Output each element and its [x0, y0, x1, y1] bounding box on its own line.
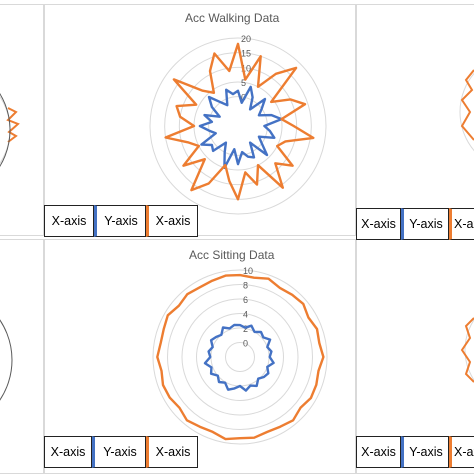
tick-label: 2	[243, 324, 248, 334]
series-line	[460, 317, 474, 383]
panel-top-middle: Acc Walking Data	[44, 4, 356, 236]
legend-item-y: Y-axis	[401, 208, 449, 240]
legend-item-x2: X-axis	[449, 208, 474, 240]
tick-label: 8	[243, 281, 248, 291]
grid-circle	[0, 95, 11, 165]
legend-item-y: Y-axis	[92, 436, 146, 468]
legend-item-x: X-axis	[356, 208, 401, 240]
tick-label: 10	[243, 266, 253, 276]
legend-top-right: X-axis Y-axis X-axis	[356, 208, 474, 240]
legend-sitting: X-axis Y-axis X-axis	[44, 436, 198, 468]
axis-ring	[0, 93, 11, 167]
legend-item-y: Y-axis	[94, 205, 146, 237]
grid-circle	[152, 269, 328, 445]
tick-label: 6	[243, 295, 248, 305]
grid-circle	[178, 66, 298, 186]
grid-circle	[149, 37, 327, 215]
panel-bottom-right	[356, 239, 474, 474]
grid-circle	[181, 298, 299, 416]
legend-item-x2: X-axis	[146, 436, 198, 468]
legend-item-x: X-axis	[44, 205, 94, 237]
legend-item-x2: X-axis	[449, 436, 474, 468]
chart-title-walking: Acc Walking Data	[185, 11, 280, 25]
tick-label: 4	[243, 310, 248, 320]
series-line	[156, 273, 325, 441]
panel-bottom-left	[0, 239, 44, 474]
tick-label: 15	[241, 49, 251, 59]
tick-label: 10	[241, 63, 251, 73]
legend-walking: X-axis Y-axis X-axis	[44, 205, 198, 237]
chart-title-sitting: Acc Sitting Data	[189, 248, 275, 262]
tick-label: 20	[241, 34, 251, 44]
axis-ring	[0, 319, 13, 401]
series-line	[198, 85, 283, 170]
series-line	[203, 323, 275, 392]
grid-circle	[459, 72, 474, 152]
grid-circle	[193, 81, 283, 171]
legend-item-x: X-axis	[356, 436, 401, 468]
series-line	[6, 107, 20, 143]
grid-circle	[196, 313, 284, 401]
legend-item-x: X-axis	[44, 436, 92, 468]
panel-top-right	[356, 4, 474, 236]
tick-label: 5	[241, 78, 246, 88]
legend-bottom-right: X-axis Y-axis X-axis	[356, 436, 474, 468]
grid-circle	[164, 52, 312, 200]
legend-item-x2: X-axis	[146, 205, 198, 237]
grid-circle	[464, 318, 474, 382]
grid-circle	[208, 96, 268, 156]
grid-circle	[225, 342, 255, 372]
series-line	[164, 42, 315, 201]
tick-label: 0	[243, 339, 248, 349]
grid-circle	[167, 284, 313, 430]
series-line	[460, 69, 474, 141]
legend-item-y: Y-axis	[401, 436, 449, 468]
